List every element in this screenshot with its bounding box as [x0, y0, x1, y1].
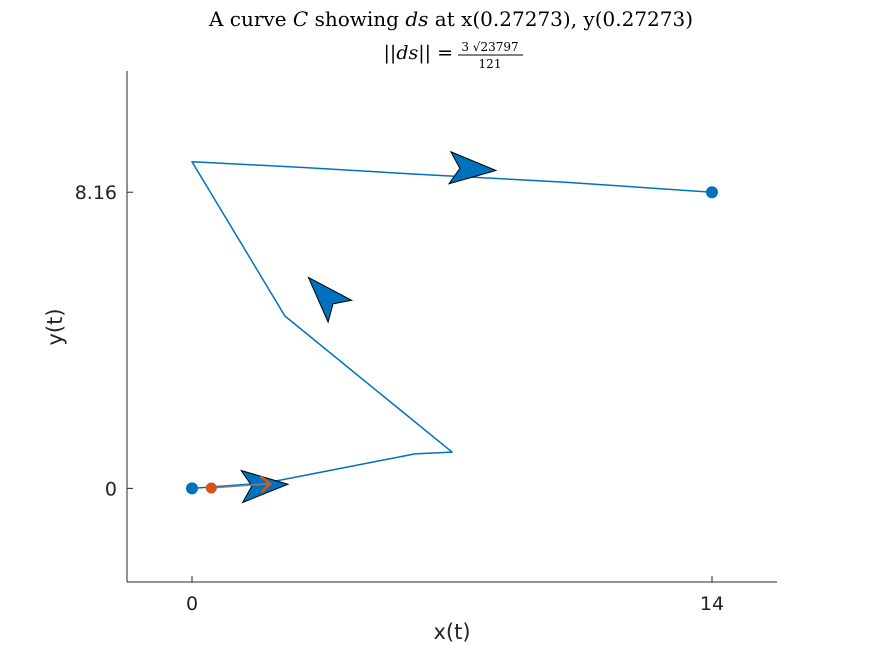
- subtitle-denominator: 121: [479, 57, 502, 71]
- chart-title: A curve C showing ds at x(0.27273), y(0.…: [208, 7, 693, 31]
- plot-layer: [186, 150, 718, 504]
- end-point-marker: [706, 186, 718, 199]
- title-ds-symbol: ds: [405, 7, 428, 31]
- ds-gray-segment: [211, 482, 271, 489]
- direction-arrow: [307, 276, 354, 324]
- title-middle: showing: [315, 7, 400, 31]
- chart-subtitle: ||ds|| = 3 √23797 121: [384, 40, 523, 71]
- y-tick-label: 0: [105, 478, 117, 500]
- y-tick-label: 8.16: [75, 182, 117, 204]
- curve-line: [191, 160, 713, 490]
- title-suffix: at x(0.27273), y(0.27273): [435, 7, 693, 31]
- x-tick-label: 0: [186, 593, 198, 615]
- ticks-layer: 0 14 0 8.16: [75, 182, 724, 615]
- direction-arrow: [447, 150, 498, 185]
- title-prefix: A curve: [208, 7, 287, 31]
- ds-vector-arrowhead: [259, 475, 272, 494]
- ds-point-marker: [205, 482, 217, 494]
- start-point-marker: [186, 482, 198, 495]
- direction-arrow: [239, 469, 290, 504]
- subtitle-numerator: 3 √23797: [461, 40, 518, 54]
- x-tick-label: 14: [700, 593, 724, 615]
- y-axis-label: y(t): [43, 308, 67, 345]
- subtitle-lhs: ||ds|| =: [384, 42, 453, 64]
- title-curve-symbol: C: [293, 7, 308, 31]
- x-axis-label: x(t): [433, 620, 470, 644]
